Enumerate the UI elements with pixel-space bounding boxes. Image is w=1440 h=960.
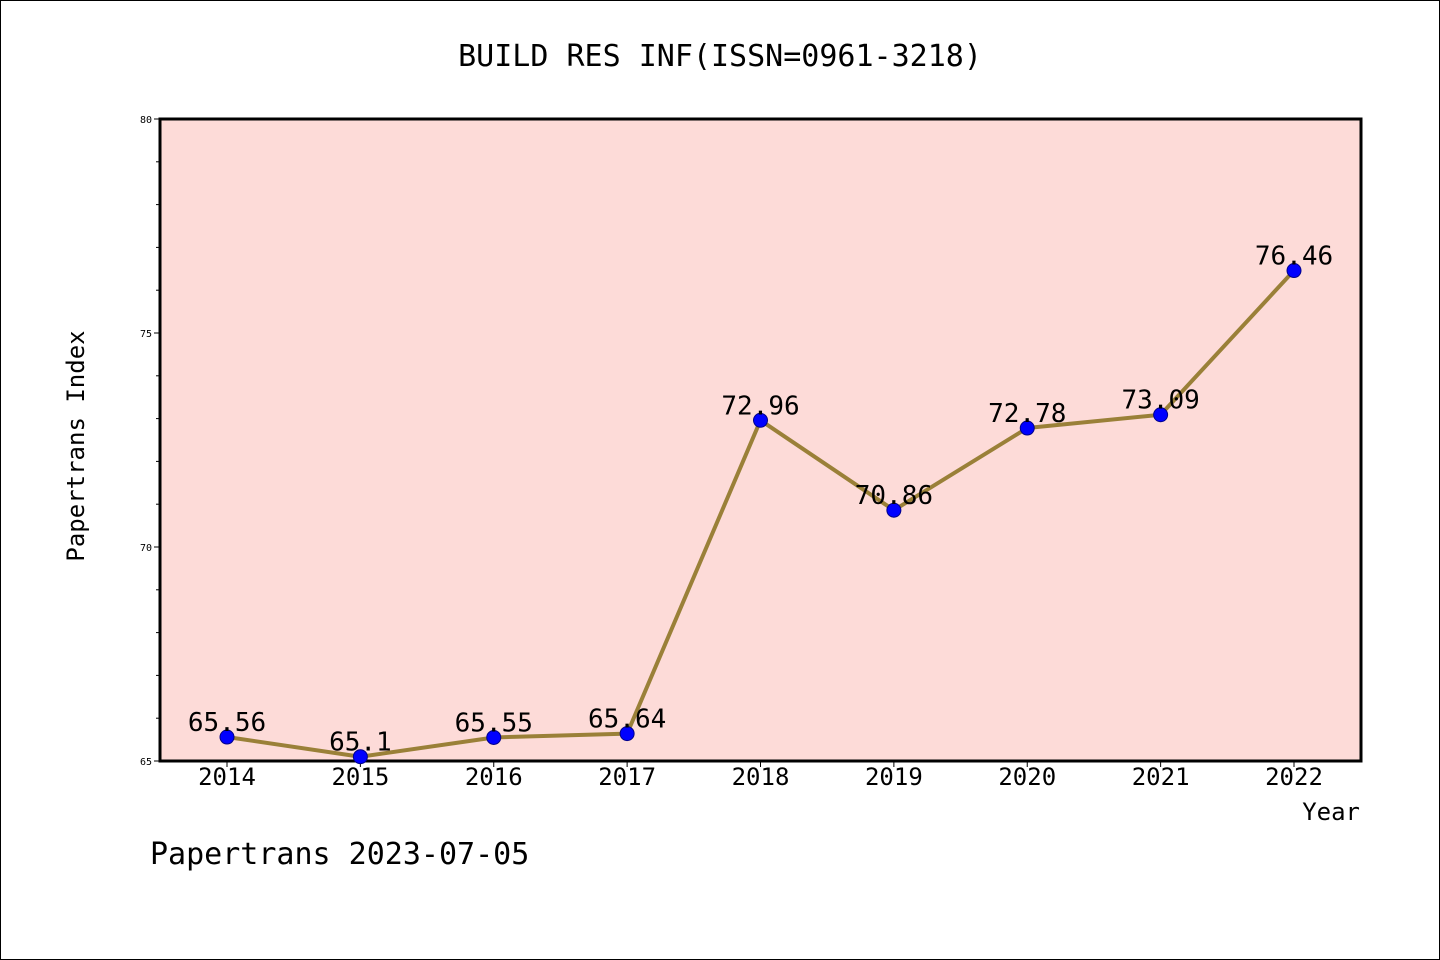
data-label: 72.96 [721, 391, 799, 421]
x-axis: 2014 2015 2016 2017 2018 2019 2020 2021 2022 [198, 761, 1323, 791]
data-label: 65.56 [188, 708, 266, 738]
data-label: 65.64 [588, 705, 666, 735]
x-tick-label: 2022 [1265, 763, 1323, 791]
data-label: 73.09 [1121, 386, 1199, 416]
x-tick-label: 2016 [465, 763, 523, 791]
data-point [352, 749, 368, 765]
y-tick-label: 65 [140, 757, 152, 768]
x-tick-label: 2017 [598, 763, 656, 791]
y-tick-label: 70 [140, 543, 152, 554]
plot-area [158, 117, 1363, 763]
data-point [1286, 263, 1302, 279]
data-point [1019, 420, 1035, 436]
data-label: 65.1 [329, 728, 392, 758]
data-labels: 65.56 65.1 65.55 65.64 72.96 70.86 72.78 73.09 7… [188, 242, 1333, 758]
y-tick-label: 80 [140, 115, 152, 126]
x-tick-label: 2019 [865, 763, 923, 791]
x-tick-label: 2020 [998, 763, 1056, 791]
x-axis-label: Year [1302, 798, 1360, 826]
y-axis-label: Papertrans Index [62, 330, 90, 561]
data-label: 65.55 [455, 708, 533, 738]
data-point [619, 726, 635, 742]
data-point [1153, 407, 1169, 423]
data-label: 76.46 [1255, 242, 1333, 272]
data-point [753, 412, 768, 428]
data-point [219, 729, 235, 745]
data-point [486, 729, 502, 745]
data-point [886, 502, 902, 518]
x-tick-label: 2015 [331, 763, 389, 791]
data-label: 70.86 [855, 481, 933, 511]
x-tick-label: 2021 [1132, 763, 1190, 791]
series-markers [219, 263, 1302, 765]
x-tick-label: 2014 [198, 763, 256, 791]
chart-title: BUILD RES INF(ISSN=0961-3218) [458, 39, 982, 74]
data-label: 72.78 [988, 399, 1066, 429]
y-axis: 65 70 75 80 [140, 115, 160, 768]
footer-text: Papertrans 2023-07-05 [150, 837, 529, 872]
x-tick-label: 2018 [732, 763, 790, 791]
y-tick-label: 75 [140, 329, 152, 340]
